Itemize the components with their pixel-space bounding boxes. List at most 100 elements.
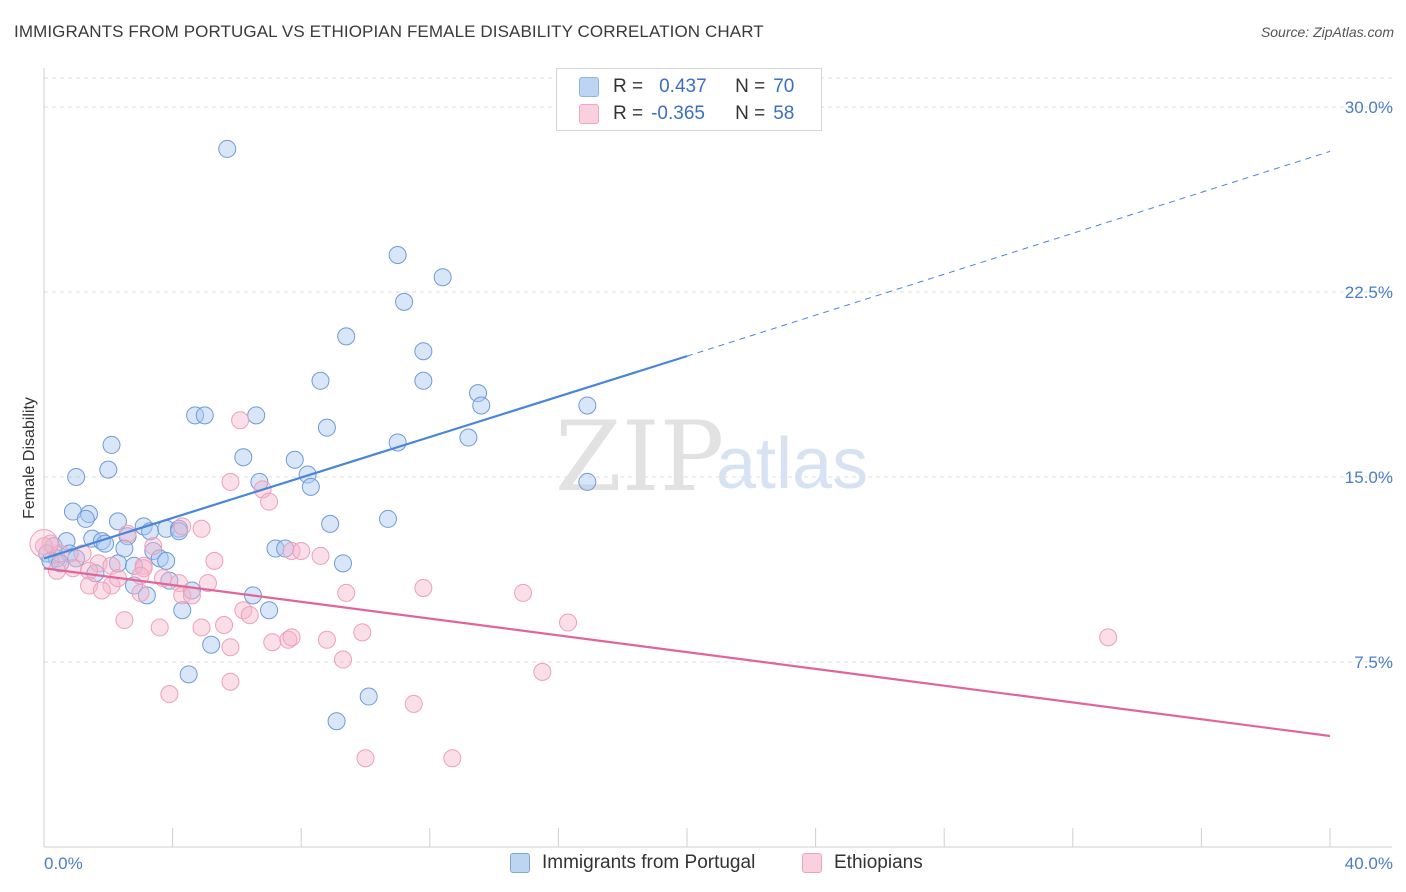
data-point-portugal <box>311 371 330 390</box>
source-label: Source: ZipAtlas.com <box>1260 24 1394 40</box>
data-point-ethiopians <box>131 583 150 602</box>
data-point-ethiopians <box>215 616 234 634</box>
data-point-ethiopians <box>144 537 163 556</box>
data-point-portugal <box>459 428 478 447</box>
data-point-ethiopians <box>192 519 211 538</box>
data-point-portugal <box>247 406 266 425</box>
trend-lines <box>43 150 1331 738</box>
y-tick-label: 15.0% <box>1345 468 1393 487</box>
data-point-ethiopians <box>173 517 192 536</box>
data-point-portugal <box>186 406 205 425</box>
chart-title: IMMIGRANTS FROM PORTUGAL VS ETHIOPIAN FE… <box>14 22 764 41</box>
data-point-ethiopians <box>263 633 282 652</box>
series-ethiopians-points <box>29 411 1118 768</box>
tick-labels: 7.5% 15.0% 22.5% 30.0% 0.0% 40.0% <box>44 98 1393 873</box>
series-portugal-points <box>38 139 597 731</box>
data-point-portugal <box>414 371 433 390</box>
legend-r-value: 0.437 <box>659 76 707 97</box>
data-point-portugal <box>317 418 336 437</box>
data-point-ethiopians <box>35 537 53 556</box>
trend-line-portugal <box>43 355 688 560</box>
data-point-ethiopians <box>182 586 201 605</box>
watermark-zip: ZIP <box>555 401 724 513</box>
data-point-ethiopians <box>559 613 578 632</box>
watermark-atlas: atlas <box>716 424 868 504</box>
data-point-ethiopians <box>63 559 82 578</box>
watermark: ZIP atlas <box>555 401 868 513</box>
legend-r-value: -0.365 <box>651 103 705 124</box>
x-tick-label: 40.0% <box>1345 854 1393 873</box>
data-point-ethiopians <box>73 544 92 563</box>
data-point-portugal <box>108 512 127 531</box>
y-tick-label: 22.5% <box>1345 283 1393 302</box>
data-point-ethiopians <box>279 630 298 649</box>
legend-swatch-ethiopians <box>579 104 599 124</box>
data-point-ethiopians <box>333 650 352 669</box>
trend-line-ethiopians <box>43 567 1331 738</box>
legend-label-portugal: Immigrants from Portugal <box>542 852 756 873</box>
legend-swatch-ethiopians <box>802 853 822 873</box>
data-point-portugal <box>359 687 378 706</box>
data-point-portugal <box>179 665 198 684</box>
legend-n-label: N = <box>735 76 766 97</box>
legend-n-value: 70 <box>773 76 795 97</box>
axes <box>43 68 1392 848</box>
data-point-portugal <box>202 635 221 654</box>
data-point-portugal <box>337 327 356 346</box>
data-point-ethiopians <box>533 662 552 681</box>
legend-n-label: N = <box>735 103 766 124</box>
data-point-ethiopians <box>443 749 462 768</box>
x-tick-label: 0.0% <box>44 854 83 873</box>
data-point-ethiopians <box>221 672 240 691</box>
data-point-ethiopians <box>221 638 240 657</box>
data-point-ethiopians <box>260 492 279 511</box>
data-point-portugal <box>327 712 346 731</box>
data-point-ethiopians <box>282 542 301 560</box>
data-point-ethiopians <box>115 611 134 630</box>
data-point-portugal <box>388 246 407 264</box>
data-point-portugal <box>301 477 320 496</box>
data-point-ethiopians-large <box>29 529 59 559</box>
data-point-ethiopians <box>231 411 250 430</box>
data-point-portugal <box>472 396 491 415</box>
gridlines <box>44 77 1392 663</box>
data-point-ethiopians <box>514 583 533 602</box>
data-point-ethiopians <box>356 749 375 768</box>
data-point-portugal <box>379 509 398 528</box>
data-point-portugal <box>395 292 414 311</box>
data-point-ethiopians <box>317 630 336 649</box>
y-tick-label: 7.5% <box>1354 653 1393 672</box>
legend-row-ethiopians: R = -0.365 N = 58 <box>579 101 794 127</box>
data-point-portugal <box>76 509 95 528</box>
data-point-portugal <box>102 435 121 454</box>
legend-n-value: 58 <box>773 103 795 124</box>
data-point-ethiopians <box>205 551 224 570</box>
data-point-portugal <box>157 551 176 570</box>
data-point-portugal <box>333 554 352 573</box>
data-point-ethiopians <box>192 618 211 637</box>
y-axis-label: Female Disability <box>21 397 38 519</box>
data-point-portugal <box>80 505 99 523</box>
data-point-portugal <box>578 396 597 415</box>
y-tick-label: 30.0% <box>1345 98 1393 117</box>
series-legend: Immigrants from Portugal Ethiopians <box>0 852 1406 878</box>
data-point-portugal <box>321 514 340 533</box>
data-point-portugal <box>285 450 304 469</box>
data-point-portugal <box>144 542 163 560</box>
data-point-portugal <box>414 342 433 361</box>
correlation-legend: R = 0.437 N = 70 R = -0.365 N = 58 <box>556 68 822 131</box>
data-point-ethiopians <box>160 685 179 704</box>
data-point-ethiopians <box>353 623 372 642</box>
legend-swatch-portugal <box>510 853 530 873</box>
data-point-portugal <box>96 534 115 553</box>
data-point-portugal <box>266 539 285 558</box>
data-point-ethiopians <box>282 628 301 647</box>
legend-item-ethiopians: Ethiopians <box>802 852 923 874</box>
data-point-ethiopians <box>311 546 330 565</box>
data-point-portugal <box>170 522 189 541</box>
legend-r-label: R = <box>613 76 644 97</box>
data-point-portugal <box>195 406 214 425</box>
data-point-ethiopians <box>404 694 423 713</box>
data-point-ethiopians <box>414 579 433 597</box>
